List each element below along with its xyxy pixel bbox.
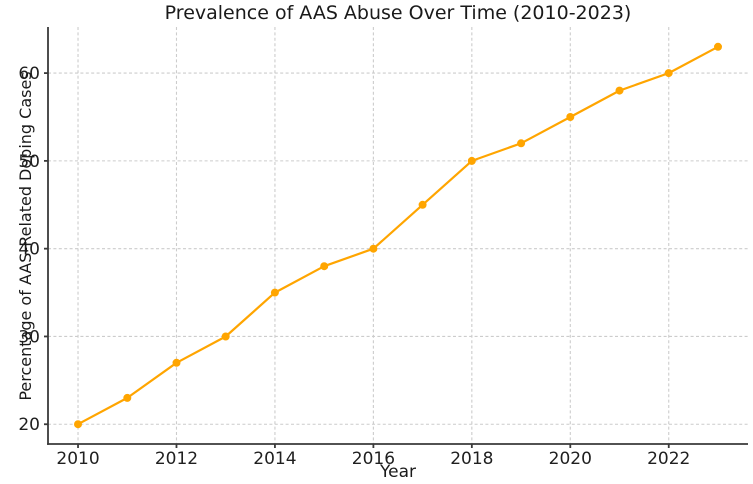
y-tick-label: 30	[18, 327, 40, 347]
y-tick-label: 40	[18, 240, 40, 260]
data-point	[221, 332, 230, 341]
data-point	[615, 86, 624, 95]
y-tick-label: 60	[18, 64, 40, 84]
data-point	[467, 156, 476, 165]
data-point	[517, 139, 526, 148]
data-point	[172, 358, 181, 367]
x-tick-label: 2020	[549, 449, 592, 469]
data-point	[320, 262, 329, 271]
data-point	[714, 42, 722, 51]
x-tick-label: 2014	[253, 449, 296, 469]
y-tick-label: 50	[18, 152, 40, 172]
x-tick-label: 2022	[647, 449, 690, 469]
data-point	[74, 420, 82, 429]
x-tick-label: 2010	[56, 449, 99, 469]
data-point	[418, 200, 427, 209]
y-axis-label: Percentage of AAS-Related Doping Cases	[16, 71, 35, 401]
data-point	[123, 393, 132, 402]
chart-title: Prevalence of AAS Abuse Over Time (2010-…	[164, 2, 632, 24]
x-tick-label: 2016	[352, 449, 395, 469]
data-point	[270, 288, 279, 297]
data-point	[369, 244, 378, 253]
data-point	[566, 113, 575, 121]
data-line	[76, 45, 720, 426]
y-tick-label: 20	[18, 415, 40, 435]
x-axis-label: Year	[380, 462, 416, 482]
x-tick-label: 2018	[450, 449, 493, 469]
data-point	[664, 69, 673, 78]
x-tick-label: 2012	[155, 449, 198, 469]
